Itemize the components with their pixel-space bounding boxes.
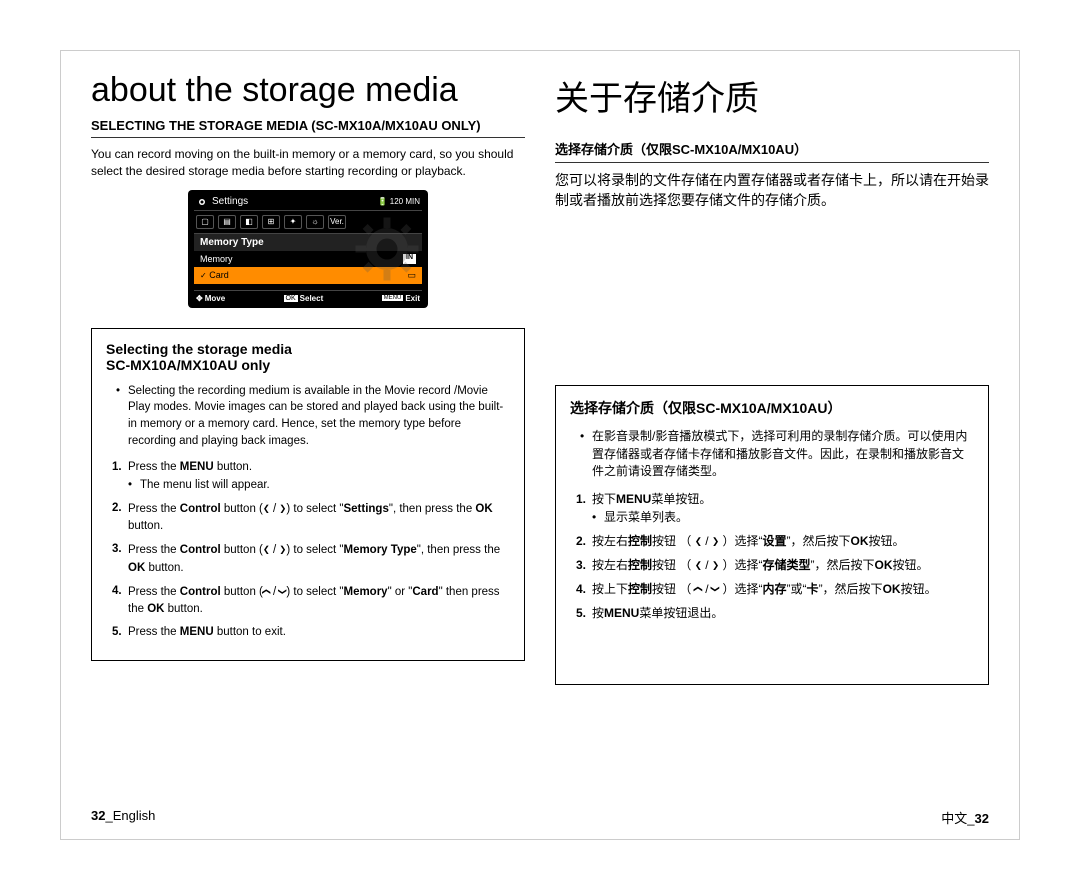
- tab-icon: Ver.: [328, 215, 346, 229]
- right-box-head: 选择存储介质（仅限SC-MX10A/MX10AU）: [570, 398, 974, 418]
- left-step-2: 2.Press the Control button (❮ / ❯) to se…: [112, 500, 510, 536]
- tab-icon: ◧: [240, 215, 258, 229]
- right-step-1: 1.按下MENU菜单按钮。 显示菜单列表。: [576, 490, 974, 526]
- right-bullet: 在影音录制/影音播放模式下，选择可利用的录制存储介质。可以使用内置存储器或者存储…: [580, 428, 974, 480]
- tab-icon: ✦: [284, 215, 302, 229]
- page-num-right: 32: [975, 811, 989, 826]
- left-column: about the storage media SELECTING THE ST…: [91, 71, 525, 685]
- exit-hint: MENU Exit: [382, 294, 420, 303]
- right-intro: 您可以将录制的文件存储在内置存储器或者存储卡上，所以请在开始录制或者播放前选择您…: [555, 171, 989, 210]
- left-step-3: 3.Press the Control button (❮ / ❯) to se…: [112, 541, 510, 577]
- tab-icon: ☼: [306, 215, 324, 229]
- right-step-2: 2.按左右控制按钮 （ ❮ / ❯ ）选择“设置”，然后按下OK按钮。: [576, 532, 974, 550]
- move-hint: ✥ Move: [196, 294, 225, 303]
- footer: 32_English 中文_32: [91, 808, 989, 827]
- left-title: about the storage media: [91, 71, 525, 110]
- right-step-5: 5.按MENU菜单按钮退出。: [576, 604, 974, 622]
- left-heading: SELECTING THE STORAGE MEDIA (SC-MX10A/MX…: [91, 118, 525, 138]
- tab-icon: ⊞: [262, 215, 280, 229]
- right-box: 选择存储介质（仅限SC-MX10A/MX10AU） 在影音录制/影音播放模式下，…: [555, 385, 989, 685]
- screen-title: Settings: [212, 196, 248, 207]
- right-title: 关于存储介质: [555, 71, 989, 120]
- page-num-left: 32: [91, 808, 105, 823]
- rec-time: 🔋 120 MIN: [378, 197, 420, 206]
- tab-icon: ▢: [196, 215, 214, 229]
- right-heading: 选择存储介质（仅限SC-MX10A/MX10AU）: [555, 139, 989, 163]
- left-box: Selecting the storage mediaSC-MX10A/MX10…: [91, 328, 525, 661]
- right-step-3: 3.按左右控制按钮 （ ❮ / ❯ ）选择“存储类型”，然后按下OK按钮。: [576, 556, 974, 574]
- left-step-5: 5.Press the MENU button to exit.: [112, 624, 510, 641]
- left-step-1: 1.Press the MENU button. The menu list w…: [112, 459, 510, 494]
- right-step-4: 4.按上下控制按钮 （ ❮ / ❯ ）选择“内存”或“卡”，然后按下OK按钮。: [576, 580, 974, 598]
- left-bullet: Selecting the recording medium is availa…: [116, 383, 510, 450]
- left-box-head: Selecting the storage mediaSC-MX10A/MX10…: [106, 341, 510, 373]
- left-intro: You can record moving on the built-in me…: [91, 146, 525, 180]
- camera-screen: Settings 🔋 120 MIN ▢ ▤ ◧ ⊞ ✦ ☼ Ver. Memo…: [188, 190, 428, 308]
- left-step-4: 4.Press the Control button (❮ / ❯) to se…: [112, 583, 510, 619]
- right-column: 关于存储介质 选择存储介质（仅限SC-MX10A/MX10AU） 您可以将录制的…: [555, 71, 989, 685]
- gear-icon: [196, 196, 208, 208]
- gear-bg-icon: [352, 214, 422, 284]
- tab-icon: ▤: [218, 215, 236, 229]
- manual-page: about the storage media SELECTING THE ST…: [60, 50, 1020, 840]
- select-hint: OK Select: [284, 294, 324, 303]
